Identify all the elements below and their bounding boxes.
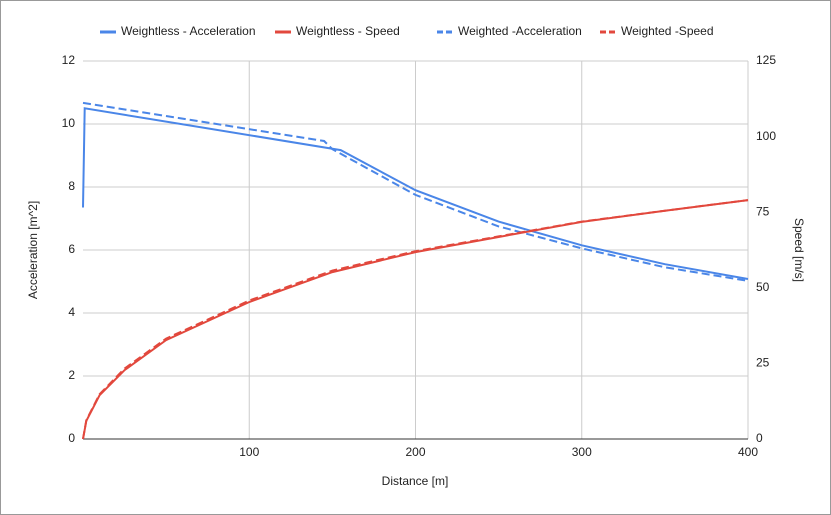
y-tick-label: 8 <box>68 179 75 193</box>
legend-label: Weighted -Speed <box>621 24 714 38</box>
y-tick-label: 10 <box>62 116 76 130</box>
y2-tick-label: 0 <box>756 431 763 445</box>
y2-tick-label: 25 <box>756 356 770 370</box>
y-tick-label: 4 <box>68 305 75 319</box>
y2-tick-label: 75 <box>756 204 770 218</box>
legend-label: Weightless - Speed <box>296 24 400 38</box>
y-tick-label: 6 <box>68 242 75 256</box>
x-tick-label: 400 <box>738 445 758 459</box>
line <box>82 101 749 282</box>
y2-tick-label: 50 <box>756 280 770 294</box>
y2-tick-label: 100 <box>756 129 776 143</box>
x-tick-label: 200 <box>405 445 425 459</box>
y2-axis-title: Speed [m/s] <box>792 218 806 282</box>
x-axis-title: Distance [m] <box>382 474 449 488</box>
y-tick-label: 12 <box>62 53 76 67</box>
y-tick-label: 2 <box>68 368 75 382</box>
y2-tick-label: 125 <box>756 53 776 67</box>
x-tick-label: 300 <box>572 445 592 459</box>
line <box>82 199 749 440</box>
legend-label: Weighted -Acceleration <box>458 24 582 38</box>
y-tick-label: 0 <box>68 431 75 445</box>
y-axis-title: Acceleration [m^2] <box>26 201 40 299</box>
line <box>82 107 749 280</box>
x-tick-label: 100 <box>239 445 259 459</box>
legend-label: Weightless - Acceleration <box>121 24 256 38</box>
